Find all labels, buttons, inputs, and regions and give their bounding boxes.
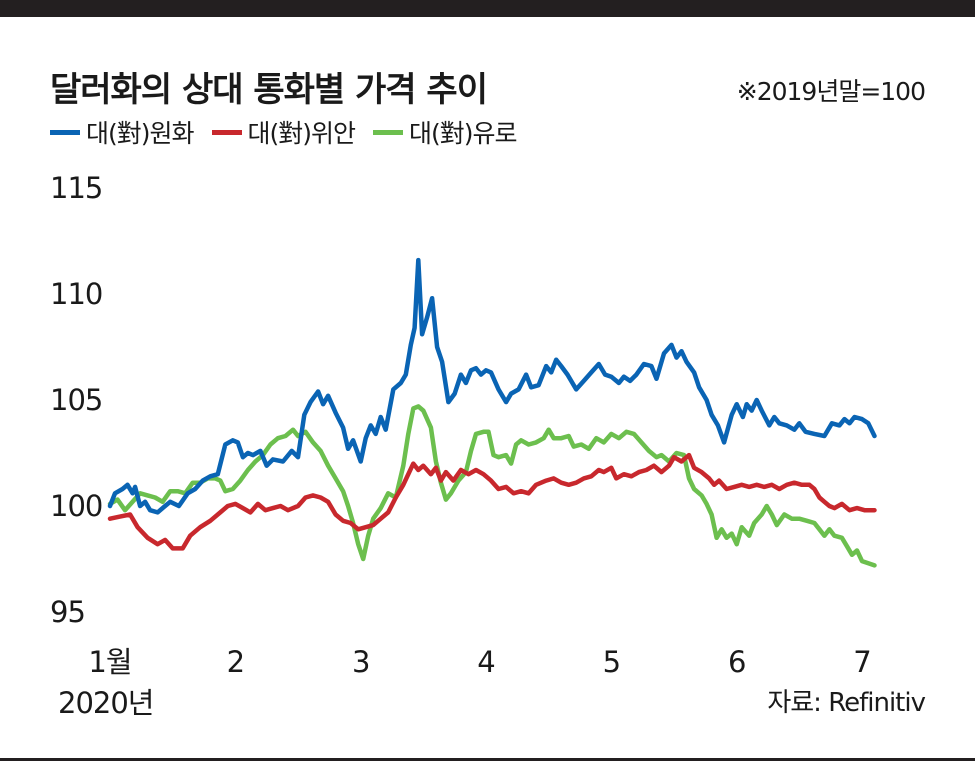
chart-title: 달러화의 상대 통화별 가격 추이 xyxy=(50,70,488,110)
y-tick-label: 105 xyxy=(50,383,102,417)
x-tick-label: 7 xyxy=(853,645,870,679)
y-tick-label: 110 xyxy=(50,277,102,311)
y-tick-label: 95 xyxy=(50,595,85,629)
x-tick-label: 2 xyxy=(227,645,244,679)
x-tick-label: 4 xyxy=(477,645,494,679)
legend-item-cny: 대(對)위안 xyxy=(211,114,357,150)
x-tick-label: 6 xyxy=(728,645,745,679)
legend-label-cny: 대(對)위안 xyxy=(247,119,357,148)
source-label: 자료: Refinitiv xyxy=(767,688,926,718)
top-border-bar xyxy=(0,0,975,17)
y-tick-label: 115 xyxy=(50,171,102,205)
year-label: 2020년 xyxy=(58,686,154,720)
legend-label-eur: 대(對)유로 xyxy=(409,119,518,148)
x-tick-label: 3 xyxy=(352,645,369,679)
legend-item-eur: 대(對)유로 xyxy=(373,114,518,150)
legend-swatch-cny xyxy=(211,129,242,135)
bottom-border-line xyxy=(0,758,975,761)
base-note: ※2019년말=100 xyxy=(736,77,926,106)
series-line-cny xyxy=(107,452,877,551)
y-tick-label: 100 xyxy=(50,489,102,523)
legend: 대(對)원화 대(對)위안 대(對)유로 xyxy=(50,114,535,150)
legend-swatch-krw xyxy=(50,129,80,135)
series-line-krw xyxy=(107,257,877,515)
legend-label-krw: 대(對)원화 xyxy=(86,119,195,148)
legend-swatch-eur xyxy=(373,129,404,135)
legend-item-krw: 대(對)원화 xyxy=(50,114,195,150)
series-line-eur xyxy=(107,404,877,568)
x-tick-label: 5 xyxy=(603,645,620,679)
x-tick-label: 1월 xyxy=(88,645,131,679)
